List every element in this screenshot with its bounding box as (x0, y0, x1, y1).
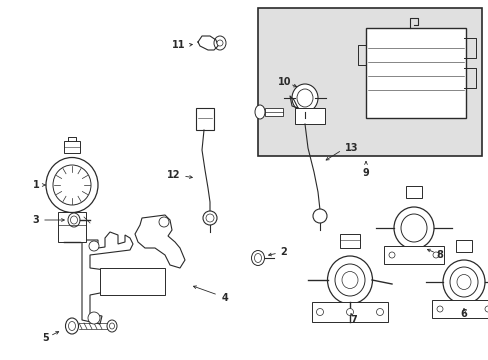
Ellipse shape (70, 216, 77, 224)
Text: 13: 13 (345, 143, 358, 153)
Bar (455, 240, 471, 252)
Bar (431, 300, 488, 318)
Ellipse shape (107, 320, 117, 332)
Ellipse shape (296, 89, 312, 107)
Ellipse shape (46, 158, 98, 212)
Text: 8: 8 (436, 250, 443, 260)
Ellipse shape (254, 105, 264, 119)
Bar (264, 108, 283, 116)
Ellipse shape (432, 252, 438, 258)
Ellipse shape (89, 241, 99, 251)
Ellipse shape (159, 217, 169, 227)
Ellipse shape (312, 209, 326, 223)
Bar (58, 212, 86, 242)
Ellipse shape (109, 323, 114, 329)
Ellipse shape (251, 251, 264, 266)
Bar (294, 108, 325, 124)
Ellipse shape (217, 40, 223, 46)
Ellipse shape (205, 214, 214, 222)
Ellipse shape (334, 264, 364, 296)
Text: 6: 6 (460, 309, 467, 319)
Text: 9: 9 (362, 168, 368, 178)
Ellipse shape (203, 211, 217, 225)
Text: 12: 12 (166, 170, 180, 180)
Ellipse shape (316, 309, 323, 315)
Ellipse shape (346, 309, 353, 315)
Ellipse shape (327, 256, 372, 304)
Ellipse shape (68, 321, 75, 330)
Text: 10: 10 (278, 77, 291, 87)
Ellipse shape (341, 271, 357, 288)
Ellipse shape (388, 252, 394, 258)
Bar (196, 108, 214, 130)
Ellipse shape (214, 36, 225, 50)
Ellipse shape (393, 207, 433, 249)
Ellipse shape (68, 213, 80, 227)
Ellipse shape (88, 312, 100, 324)
Bar (365, 28, 465, 118)
Ellipse shape (65, 318, 79, 334)
Ellipse shape (254, 253, 261, 262)
Bar (405, 186, 421, 198)
Polygon shape (198, 36, 218, 50)
Bar (258, 8, 481, 156)
Text: 11: 11 (171, 40, 184, 50)
Ellipse shape (449, 267, 477, 297)
Ellipse shape (291, 84, 317, 112)
Bar (383, 246, 443, 264)
Text: 2: 2 (280, 247, 287, 257)
Ellipse shape (53, 165, 91, 205)
Ellipse shape (442, 260, 484, 304)
Text: 7: 7 (350, 315, 357, 325)
Ellipse shape (484, 306, 488, 312)
Bar (311, 302, 387, 322)
Polygon shape (82, 232, 133, 324)
Bar (339, 234, 359, 248)
Polygon shape (100, 268, 164, 295)
Text: 1: 1 (33, 180, 40, 190)
Bar (64, 141, 80, 153)
Polygon shape (135, 215, 184, 268)
Ellipse shape (376, 309, 383, 315)
Ellipse shape (436, 306, 442, 312)
Ellipse shape (400, 214, 426, 242)
Text: 3: 3 (33, 215, 40, 225)
Ellipse shape (456, 274, 470, 289)
Text: 4: 4 (221, 293, 228, 303)
Text: 5: 5 (42, 333, 49, 343)
